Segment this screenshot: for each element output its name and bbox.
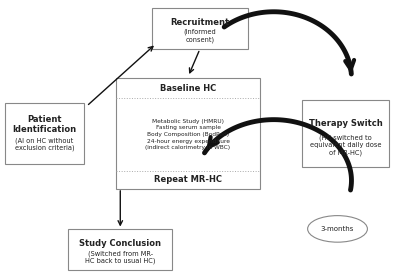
Text: (Informed
consent): (Informed consent) [184,29,216,43]
Text: Recruitment: Recruitment [170,18,230,27]
Text: 3-months: 3-months [321,226,354,232]
Text: Metabolic Study (HMRU)
Fasting serum sample
Body Composition (BodPod)
24-hour en: Metabolic Study (HMRU) Fasting serum sam… [146,119,231,150]
Text: (Switched from MR-
HC back to usual HC): (Switched from MR- HC back to usual HC) [85,250,156,264]
Text: Baseline HC: Baseline HC [160,84,216,93]
FancyBboxPatch shape [116,78,260,189]
FancyBboxPatch shape [5,103,84,164]
Text: (HC switched to
equivalent daily dose
of MR-HC): (HC switched to equivalent daily dose of… [310,135,381,156]
Text: Repeat MR-HC: Repeat MR-HC [154,175,222,184]
Text: Patient
Identification: Patient Identification [12,115,77,134]
Ellipse shape [308,216,368,242]
Text: (AI on HC without
exclusion criteria): (AI on HC without exclusion criteria) [15,137,74,152]
Text: Therapy Switch: Therapy Switch [309,119,382,128]
FancyBboxPatch shape [152,8,248,49]
FancyBboxPatch shape [302,100,389,167]
FancyBboxPatch shape [68,229,172,270]
Text: Study Conclusion: Study Conclusion [79,239,161,248]
